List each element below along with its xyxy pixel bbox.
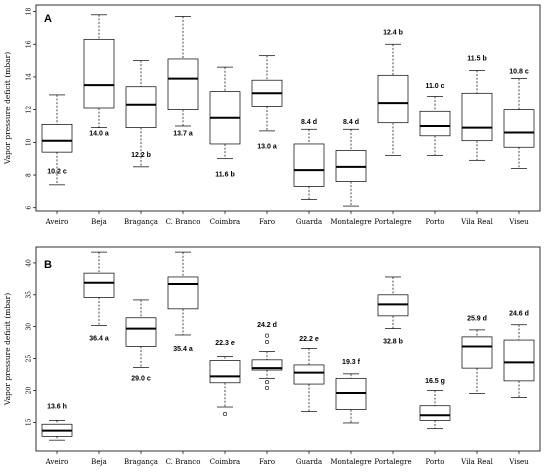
outlier-point [264, 380, 269, 385]
category-label: Vila Real [460, 458, 493, 466]
iqr-box [251, 359, 283, 371]
mean-annotation: 25.9 d [467, 316, 487, 323]
mean-annotation: 11.0 c [425, 83, 444, 90]
y-tick-label: 25 [26, 355, 33, 363]
outlier-point [264, 333, 269, 338]
iqr-box [83, 38, 115, 109]
mean-annotation: 16.5 g [425, 378, 445, 385]
mean-annotation: 24.6 d [509, 310, 529, 317]
category-label: Vila Real [460, 218, 493, 226]
mean-annotation: 11.6 b [215, 172, 234, 179]
y-tick-label: 20 [26, 386, 33, 394]
mean-annotation: 8.4 d [301, 119, 317, 126]
panel-letter: A [44, 13, 52, 25]
mean-annotation: 12.4 b [383, 29, 403, 36]
mean-annotation: 13.0 a [257, 144, 277, 151]
mean-annotation: 13.6 h [47, 404, 67, 411]
iqr-box [125, 86, 157, 128]
iqr-box [167, 276, 199, 310]
iqr-box [41, 123, 73, 153]
mean-annotation: 11.5 b [467, 55, 486, 62]
y-axis-title: Vapor pressure deficit (mbar) [3, 293, 12, 406]
y-tick-label: 15 [26, 418, 33, 426]
mean-annotation: 35.4 a [173, 346, 193, 353]
category-label: Beja [91, 458, 107, 466]
category-label: Bragança [124, 218, 158, 226]
mean-annotation: 14.0 a [89, 131, 109, 138]
mean-annotation: 22.3 e [215, 340, 235, 347]
plot-frame [35, 246, 541, 452]
iqr-box [377, 74, 409, 124]
category-label: Guarda [296, 458, 322, 466]
plot-frame [35, 4, 541, 212]
y-tick-label: 14 [26, 73, 33, 81]
category-label: Faro [259, 218, 275, 226]
category-label: Beja [91, 218, 107, 226]
panel-letter: B [44, 259, 52, 271]
y-tick-label: 40 [26, 259, 33, 267]
category-label: Portalegre [374, 458, 411, 466]
iqr-box [419, 110, 451, 137]
panel-b: B Vapor pressure deficit (mbar) 15 20 25 30 35… [3, 246, 541, 466]
y-axis-title: Vapor pressure deficit (mbar) [3, 52, 12, 165]
mean-annotation: 29.0 c [131, 375, 151, 382]
iqr-box [209, 360, 241, 384]
iqr-box [167, 58, 199, 110]
iqr-box [125, 317, 157, 347]
outlier-point [264, 385, 269, 390]
y-tick-label: 6 [26, 206, 33, 210]
iqr-box [83, 272, 115, 298]
mean-annotation: 19.3 f [342, 359, 361, 366]
y-tick-label: 10 [26, 138, 33, 146]
mean-annotation: 36.4 a [89, 335, 109, 342]
y-tick-label: 16 [26, 40, 33, 48]
iqr-box [461, 92, 493, 142]
y-tick-label: 35 [26, 291, 33, 299]
mean-annotation: 32.8 b [383, 338, 403, 345]
iqr-box [461, 336, 493, 369]
mean-annotation: 10.8 c [509, 69, 529, 76]
category-label: Portalegre [374, 218, 411, 226]
iqr-box [293, 143, 325, 187]
y-tick-label: 30 [26, 323, 33, 331]
iqr-box [293, 364, 325, 385]
category-label: C. Branco [166, 218, 201, 226]
category-label: Viseu [508, 218, 529, 226]
category-label: Montalegre [330, 218, 371, 226]
iqr-box [503, 339, 535, 382]
outlier-point [264, 339, 269, 344]
mean-annotation: 24.2 d [257, 322, 277, 329]
category-label: Porto [425, 218, 444, 226]
category-label: Viseu [508, 458, 529, 466]
category-label: Coimbra [210, 458, 240, 466]
iqr-box [503, 109, 535, 148]
category-label: Aveiro [45, 458, 69, 466]
category-label: Coimbra [210, 218, 240, 226]
mean-annotation: 10.2 c [47, 168, 67, 175]
y-tick-label: 18 [26, 8, 33, 16]
iqr-box [419, 405, 451, 421]
category-label: C. Branco [166, 458, 201, 466]
category-label: Porto [425, 458, 444, 466]
category-label: Montalegre [330, 458, 371, 466]
mean-annotation: 8.4 d [343, 119, 359, 126]
mean-annotation: 12.2 b [131, 152, 151, 159]
panel-a: A Vapor pressure deficit (mbar) 6 8 10 12 14 16… [3, 4, 541, 226]
y-tick-label: 12 [26, 106, 33, 114]
outlier-point [223, 412, 228, 417]
y-tick-label: 8 [26, 173, 33, 177]
category-label: Bragança [124, 458, 158, 466]
category-label: Guarda [296, 218, 322, 226]
mean-annotation: 13.7 a [173, 131, 193, 138]
category-label: Aveiro [45, 218, 69, 226]
category-label: Faro [259, 458, 275, 466]
mean-annotation: 22.2 e [299, 336, 319, 343]
